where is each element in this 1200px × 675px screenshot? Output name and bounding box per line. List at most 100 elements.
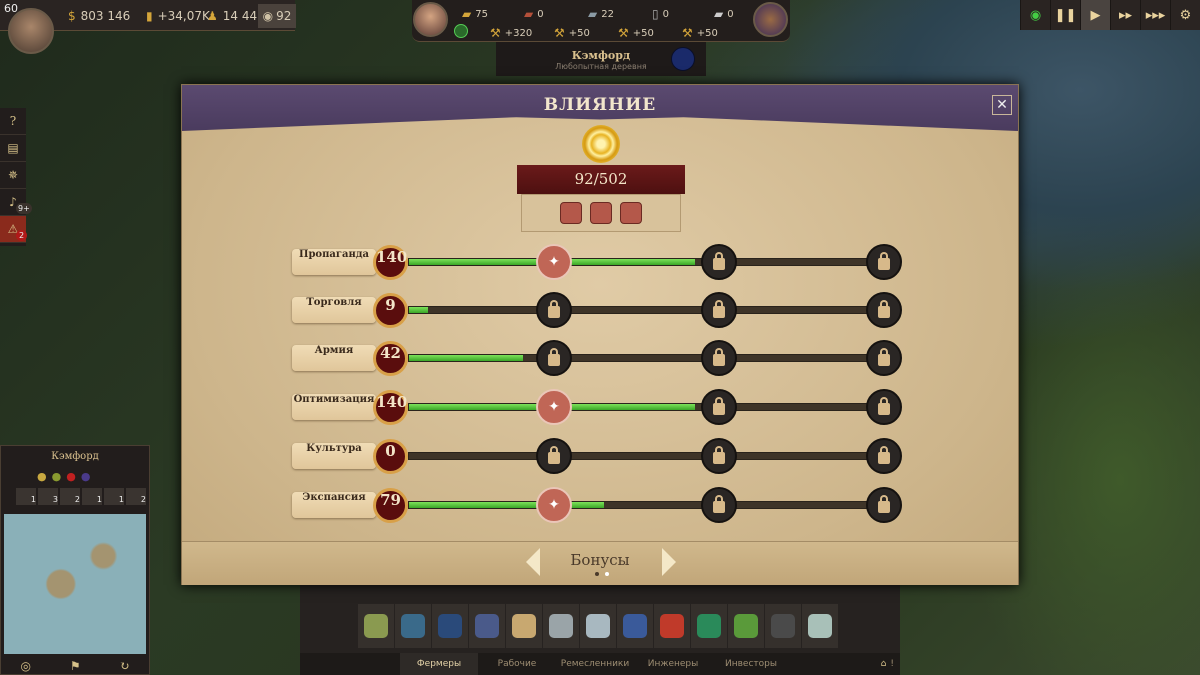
build-fire-station-button[interactable] xyxy=(432,604,468,648)
locked-milestone-icon[interactable] xyxy=(701,292,737,328)
bonuses-label: Бонусы xyxy=(570,551,630,569)
quest-log-icon[interactable]: ▤ xyxy=(0,135,26,162)
tab-workers[interactable]: Рабочие xyxy=(497,659,537,669)
minimap-good-slot[interactable]: 1 xyxy=(82,488,102,505)
windows-icon: ▯ xyxy=(652,7,659,21)
next-page-arrow[interactable] xyxy=(662,548,676,576)
influence-display[interactable]: ◉ 92 xyxy=(258,4,296,28)
locked-milestone-icon[interactable] xyxy=(866,389,902,425)
compass-icon xyxy=(671,47,695,71)
fastest-button[interactable]: ▸▸▸ xyxy=(1140,0,1170,30)
row-label: Оптимизация xyxy=(292,394,376,420)
modal-footer: Бонусы xyxy=(182,541,1018,585)
page-dot[interactable] xyxy=(595,572,599,576)
build-road-button[interactable] xyxy=(358,604,394,648)
build-ornament-button[interactable] xyxy=(802,604,838,648)
locked-milestone-icon[interactable] xyxy=(866,438,902,474)
active-bonuses xyxy=(521,194,681,232)
previous-page-arrow[interactable] xyxy=(526,548,540,576)
build-pub-button[interactable] xyxy=(691,604,727,648)
build-statue-button[interactable] xyxy=(765,604,801,648)
propaganda-unlocked-bonus-icon[interactable]: ✦ xyxy=(536,244,572,280)
locked-milestone-icon[interactable] xyxy=(701,389,737,425)
progress-bar xyxy=(408,501,886,509)
workforce-artisans[interactable]: ⚒ +50 xyxy=(618,26,654,40)
fast-forward-button[interactable]: ▸▸ xyxy=(1110,0,1140,30)
toolbar-left-buttons[interactable] xyxy=(300,653,400,675)
tab-engineers[interactable]: Инженеры xyxy=(647,659,699,669)
balance-display[interactable]: ▮ +34,07K xyxy=(146,9,210,23)
tab-investors[interactable]: Инвесторы xyxy=(725,659,777,669)
minimap-good-slot[interactable]: 3 xyxy=(38,488,58,505)
optimization-bonus-icon[interactable] xyxy=(590,202,612,224)
locked-milestone-icon[interactable] xyxy=(866,487,902,523)
statue-icon xyxy=(771,614,795,638)
fire-station-icon xyxy=(438,614,462,638)
lock-icon xyxy=(713,300,725,318)
build-timber-button[interactable] xyxy=(506,604,542,648)
play-button[interactable]: ▶ xyxy=(1080,0,1110,30)
build-school-button[interactable] xyxy=(469,604,505,648)
city-emblem[interactable] xyxy=(753,2,788,37)
locked-milestone-icon[interactable] xyxy=(536,292,572,328)
build-park-button[interactable] xyxy=(728,604,764,648)
population-display[interactable]: ♟ 14 442 xyxy=(207,9,265,23)
build-work-clothes-button[interactable] xyxy=(617,604,653,648)
build-menu-items xyxy=(358,604,838,648)
build-fish-button[interactable] xyxy=(543,604,579,648)
tab-artisans[interactable]: Ремесленники xyxy=(560,659,630,669)
rotate-camera-icon[interactable]: ↻ xyxy=(119,659,130,673)
city-name-banner[interactable]: Кэмфорд Любопытная деревня xyxy=(496,42,706,76)
locked-milestone-icon[interactable] xyxy=(866,292,902,328)
minimap-good-slot[interactable]: 1 xyxy=(104,488,124,505)
trade-routes-icon[interactable]: ⚑ xyxy=(69,659,81,673)
notifications-bell-icon[interactable]: ♪ 9+ xyxy=(0,189,32,216)
network-icon[interactable]: ◉ xyxy=(1020,0,1050,30)
locked-milestone-icon[interactable] xyxy=(536,340,572,376)
expansion-bonus-icon[interactable] xyxy=(620,202,642,224)
locked-milestone-icon[interactable] xyxy=(701,340,737,376)
workforce-farmers[interactable]: ⚒ +320 xyxy=(490,26,533,40)
advisor-portrait[interactable] xyxy=(413,2,448,37)
locked-milestone-icon[interactable] xyxy=(866,340,902,376)
locked-milestone-icon[interactable] xyxy=(536,438,572,474)
propaganda-bonus-icon[interactable] xyxy=(560,202,582,224)
workforce-engineers[interactable]: ⚒ +50 xyxy=(682,26,718,40)
influence-row-army: Армия 42 xyxy=(292,340,912,376)
lock-icon xyxy=(878,446,890,464)
expansion-unlocked-bonus-icon[interactable]: ✦ xyxy=(536,487,572,523)
settings-button[interactable]: ⚙ xyxy=(1170,0,1200,30)
minimap-good-slot[interactable]: 2 xyxy=(126,488,146,505)
locked-milestone-icon[interactable] xyxy=(701,438,737,474)
timber-icon: ▰ xyxy=(462,7,472,21)
reinforced-concrete-icon: ▰ xyxy=(714,7,724,21)
ornament-icon xyxy=(808,614,832,638)
lock-icon xyxy=(878,397,890,415)
locked-milestone-icon[interactable] xyxy=(866,244,902,280)
close-button[interactable]: ✕ xyxy=(992,95,1012,115)
pause-button[interactable]: ❚❚ xyxy=(1050,0,1080,30)
home-icon[interactable]: ⌂ xyxy=(880,659,887,669)
build-schnapps-button[interactable] xyxy=(580,604,616,648)
globe-icon[interactable]: ◎ xyxy=(20,659,31,673)
tab-farmers[interactable]: Фермеры xyxy=(400,653,478,675)
build-sausages-button[interactable] xyxy=(654,604,690,648)
player-avatar[interactable] xyxy=(8,8,54,54)
page-dot-active[interactable] xyxy=(605,572,609,576)
minimap-good-slot[interactable]: 2 xyxy=(60,488,80,505)
locked-milestone-icon[interactable] xyxy=(701,487,737,523)
build-market-button[interactable] xyxy=(395,604,431,648)
happiness-mask-icon[interactable] xyxy=(454,24,468,38)
minimap[interactable] xyxy=(4,514,146,654)
money-display[interactable]: $803 146 xyxy=(68,9,131,23)
progress-bar xyxy=(408,403,886,411)
alert-warning-icon[interactable]: ⚠ 2 xyxy=(0,216,28,243)
workforce-workers[interactable]: ⚒ +50 xyxy=(554,26,590,40)
locked-milestone-icon[interactable] xyxy=(701,244,737,280)
ship-wheel-icon[interactable]: ✵ xyxy=(0,162,26,189)
demolish-icon[interactable]: ! xyxy=(890,659,894,669)
lock-icon xyxy=(548,348,560,366)
minimap-good-slot[interactable]: 1 xyxy=(16,488,36,505)
optimization-unlocked-bonus-icon[interactable]: ✦ xyxy=(536,389,572,425)
help-book-icon[interactable]: ? xyxy=(0,108,26,135)
